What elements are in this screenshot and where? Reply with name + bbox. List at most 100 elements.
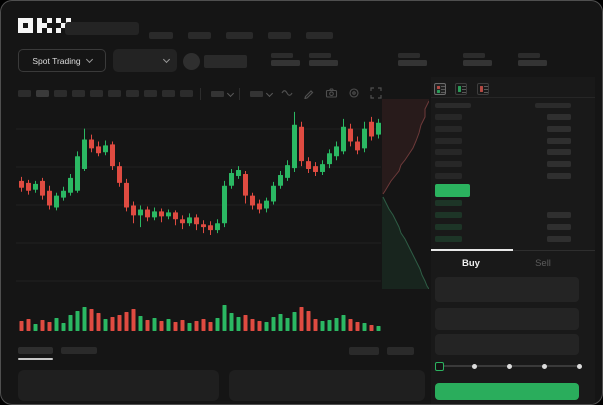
- volume-svg: [19, 305, 381, 331]
- ask-row[interactable]: [431, 126, 595, 132]
- candle-body: [26, 182, 31, 191]
- candle-body: [82, 139, 87, 170]
- candle-body: [131, 205, 136, 216]
- slider-dot[interactable]: [576, 363, 582, 369]
- ask-row[interactable]: [431, 173, 595, 179]
- nav-item[interactable]: [226, 32, 253, 39]
- interval-button[interactable]: [180, 90, 193, 97]
- interval-button[interactable]: [72, 90, 85, 97]
- draw-icon[interactable]: [303, 87, 315, 99]
- slider-dot[interactable]: [541, 363, 547, 369]
- chart-toolbar: [18, 84, 387, 100]
- nav-item[interactable]: [188, 32, 211, 39]
- ask-row[interactable]: [431, 161, 595, 167]
- market-type-selector[interactable]: Spot Trading: [18, 49, 106, 72]
- percent-slider-handle[interactable]: [435, 361, 444, 371]
- pair-name-placeholder[interactable]: [204, 55, 247, 68]
- book-asks-icon[interactable]: [476, 83, 489, 95]
- nav-item[interactable]: [268, 32, 291, 39]
- candle-body: [103, 145, 108, 153]
- bottom-tab-2[interactable]: [61, 347, 97, 354]
- coin-icon: [183, 53, 200, 70]
- nav-item[interactable]: [306, 32, 333, 39]
- candle-body: [194, 217, 199, 225]
- volume-bar: [313, 319, 318, 331]
- volume-bar: [54, 318, 59, 331]
- volume-bar: [166, 319, 171, 331]
- nav-item[interactable]: [149, 32, 173, 39]
- candle-body: [208, 225, 213, 231]
- bid-row[interactable]: [431, 212, 595, 218]
- depth-chart: [382, 99, 430, 290]
- volume-bar: [152, 318, 157, 331]
- slider-dot[interactable]: [471, 363, 477, 369]
- amount-input[interactable]: [435, 308, 579, 330]
- interval-button[interactable]: [108, 90, 121, 97]
- chevron-down-icon: [162, 55, 171, 64]
- ask-row[interactable]: [431, 149, 595, 155]
- total-input[interactable]: [435, 334, 579, 355]
- ticker-stat: [463, 53, 493, 67]
- indicator-dropdown[interactable]: [211, 89, 235, 98]
- volume-bar: [68, 315, 73, 331]
- bottom-tab-active[interactable]: [18, 347, 53, 354]
- ask-row[interactable]: [431, 138, 595, 144]
- candle-body: [334, 146, 339, 157]
- last-price-badge[interactable]: [435, 184, 470, 197]
- volume-bar: [19, 321, 24, 331]
- slider-dot[interactable]: [506, 363, 512, 369]
- overlay-dropdown[interactable]: [250, 89, 274, 98]
- interval-button[interactable]: [18, 90, 31, 97]
- interval-button[interactable]: [126, 90, 139, 97]
- candle-body: [75, 156, 80, 191]
- candle-body: [376, 122, 381, 135]
- okx-logo[interactable]: [18, 18, 71, 33]
- fullscreen-icon[interactable]: [370, 87, 382, 99]
- tab-buy[interactable]: Buy: [462, 258, 480, 269]
- book-both-icon[interactable]: [434, 83, 446, 95]
- volume-bar: [208, 322, 213, 331]
- book-bids-icon[interactable]: [455, 83, 468, 95]
- bottom-action-1[interactable]: [349, 347, 379, 355]
- candle-body: [33, 183, 38, 190]
- camera-icon[interactable]: [325, 87, 338, 99]
- bid-row[interactable]: [431, 224, 595, 230]
- bid-row[interactable]: [431, 200, 595, 206]
- candle-body: [138, 209, 143, 216]
- volume-bar: [159, 321, 164, 331]
- tab-sell[interactable]: Sell: [535, 258, 551, 269]
- price-input[interactable]: [435, 277, 579, 302]
- ask-row[interactable]: [431, 114, 595, 120]
- volume-bar: [131, 309, 136, 331]
- interval-button[interactable]: [162, 90, 175, 97]
- bottom-tab-underline: [18, 358, 53, 360]
- volume-bar: [187, 323, 192, 331]
- candle-body: [229, 172, 234, 186]
- interval-button[interactable]: [144, 90, 157, 97]
- bottom-action-2[interactable]: [387, 347, 414, 355]
- candle-body: [124, 182, 129, 208]
- volume-bar: [26, 319, 31, 331]
- ticker-stat: [518, 53, 548, 67]
- interval-button[interactable]: [54, 90, 67, 97]
- volume-bar: [341, 315, 346, 331]
- candle-body: [320, 164, 325, 173]
- candle-body: [313, 166, 318, 173]
- depth-svg: [382, 99, 430, 290]
- bid-row[interactable]: [431, 236, 595, 242]
- search-input[interactable]: [65, 22, 139, 35]
- candle-body: [145, 209, 150, 218]
- interval-button[interactable]: [36, 90, 49, 97]
- candle-body: [61, 190, 66, 198]
- volume-bar: [33, 324, 38, 331]
- ticker-stat: [309, 53, 339, 67]
- interval-button[interactable]: [90, 90, 103, 97]
- wave-icon[interactable]: [281, 87, 293, 99]
- pair-selector[interactable]: [113, 49, 177, 72]
- price-chart[interactable]: [16, 99, 381, 293]
- candle-body: [166, 212, 171, 217]
- settings-icon[interactable]: [348, 87, 360, 99]
- volume-bar: [215, 318, 220, 331]
- buy-submit-button[interactable]: [435, 383, 579, 400]
